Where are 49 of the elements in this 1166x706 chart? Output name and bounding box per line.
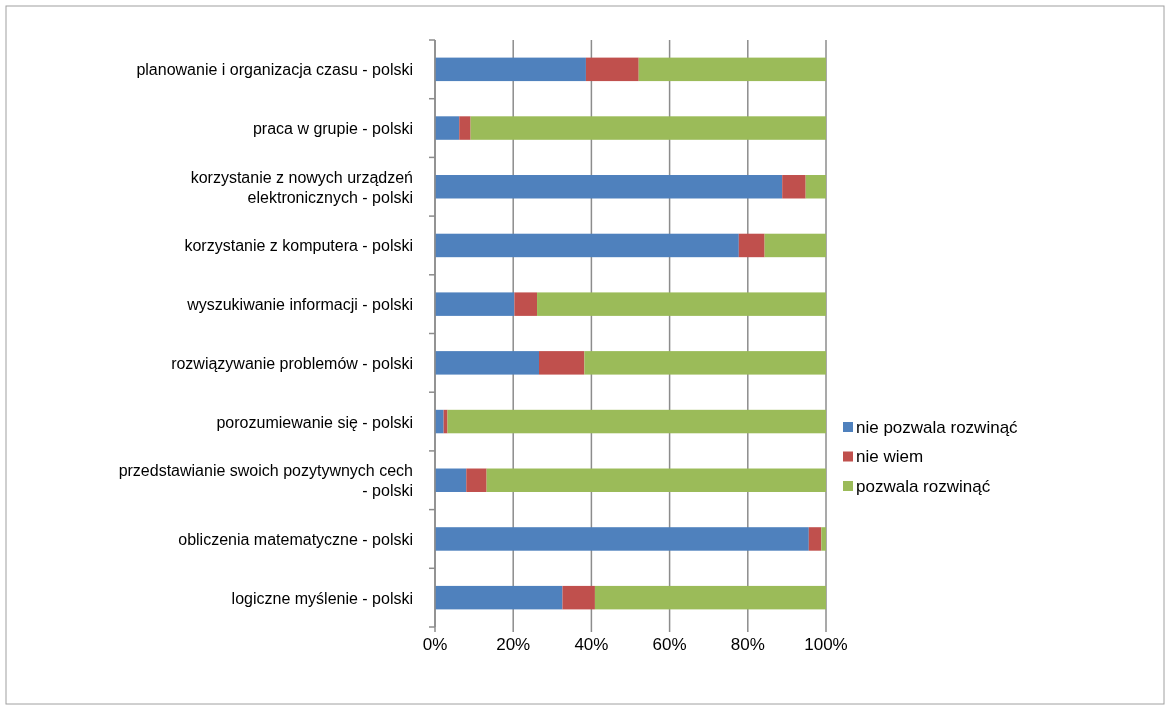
y-tick-label: korzystanie z nowych urządzeń elektronicznych - polski (190, 168, 413, 206)
bar (514, 292, 538, 316)
x-tick-label: 20% (496, 635, 531, 654)
bar (435, 468, 467, 492)
bar (738, 233, 765, 258)
bar (435, 585, 563, 610)
legend-label: nie wiem (856, 447, 924, 466)
bar (805, 175, 826, 199)
bar (594, 585, 826, 610)
bar (443, 409, 448, 434)
y-tick-label: przedstawianie swoich pozytywnych cech - polski (118, 461, 413, 499)
bar (486, 468, 826, 492)
x-tick-label: 100% (804, 635, 848, 654)
bar (447, 409, 826, 434)
bar (459, 116, 471, 140)
bar (435, 116, 460, 140)
bar (562, 585, 595, 610)
bar (435, 57, 586, 82)
bar (821, 527, 826, 551)
bar (539, 351, 585, 375)
bar (435, 292, 515, 316)
bar (466, 468, 487, 492)
bar (537, 292, 826, 316)
x-tick-label: 40% (574, 635, 609, 654)
bar (470, 116, 826, 140)
y-tick-label: korzystanie z komputera - polski (184, 236, 413, 254)
x-tick-label: 60% (652, 635, 687, 654)
x-tick-label: 0% (422, 635, 448, 654)
y-tick-label: logiczne myślenie - polski (231, 589, 413, 607)
y-tick-label: rozwiązywanie problemów - polski (171, 354, 413, 372)
y-tick-label: planowanie i organizacja czasu - polski (136, 60, 413, 78)
bar (435, 175, 783, 199)
legend-label: nie pozwala rozwinąć (856, 417, 1019, 437)
y-tick-label: porozumiewanie się - polski (216, 413, 413, 431)
y-tick-label: obliczenia matematyczne - polski (178, 530, 413, 548)
bar (435, 527, 809, 551)
bar (435, 233, 739, 258)
bar (585, 57, 639, 82)
legend-label: pozwala rozwinąć (856, 476, 991, 496)
bar (435, 351, 540, 375)
bar (764, 233, 826, 258)
x-tick-label: 80% (730, 635, 765, 654)
bar (782, 175, 806, 199)
y-tick-label: praca w grupie - polski (252, 119, 413, 137)
bar (638, 57, 826, 82)
bar (584, 351, 826, 375)
bar (808, 527, 822, 551)
bar (435, 409, 444, 434)
y-tick-label: wyszukiwanie informacji - polski (186, 295, 413, 313)
